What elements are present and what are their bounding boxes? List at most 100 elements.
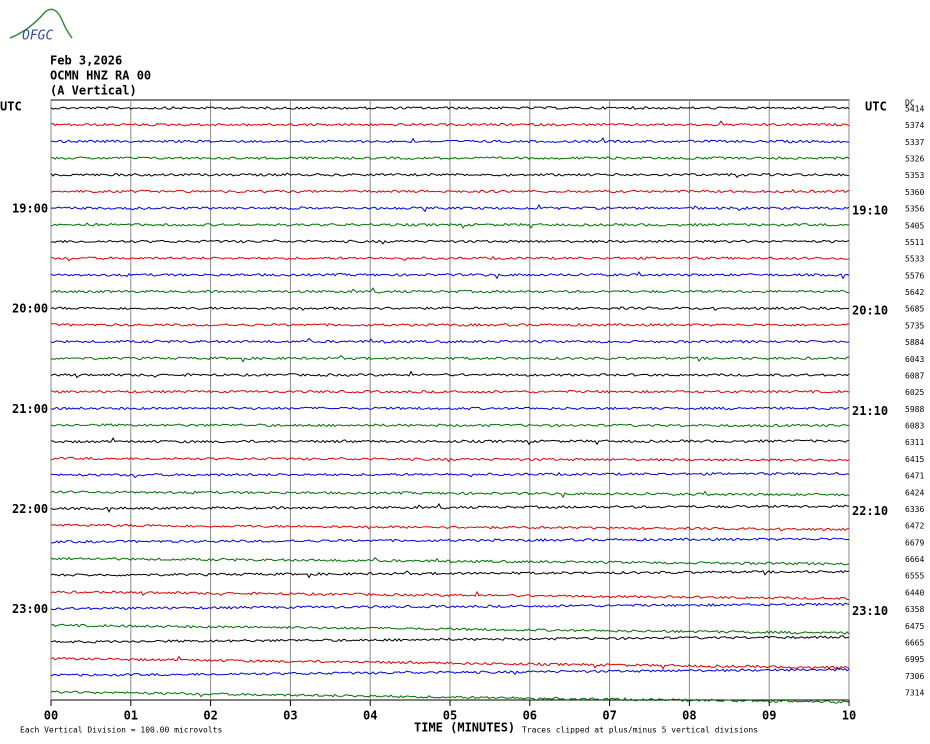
trace xyxy=(50,203,850,213)
title-line: OCMN HNZ RA 00 xyxy=(50,69,151,83)
trace xyxy=(50,271,850,280)
trace xyxy=(50,556,849,566)
dc-value: 6083 xyxy=(905,422,924,431)
dc-value: 5374 xyxy=(905,121,924,130)
x-tick-label: 00 xyxy=(44,709,58,723)
right-time-label: 21:10 xyxy=(852,404,888,418)
trace xyxy=(50,188,850,194)
trace xyxy=(50,590,850,601)
trace xyxy=(50,456,850,463)
dc-value: 6471 xyxy=(905,472,924,481)
trace xyxy=(50,423,850,428)
dc-value: 5356 xyxy=(905,205,924,214)
trace xyxy=(50,287,850,294)
trace xyxy=(50,623,850,635)
dc-value: 6472 xyxy=(905,522,924,531)
dc-value: 6336 xyxy=(905,505,924,514)
clip-note: Traces clipped at plus/minus 5 vertical … xyxy=(522,726,758,735)
dc-value: 5685 xyxy=(905,305,924,314)
x-tick-label: 08 xyxy=(682,709,696,723)
trace xyxy=(50,389,850,394)
x-tick-label: 02 xyxy=(203,709,217,723)
trace xyxy=(50,490,850,499)
trace xyxy=(50,120,850,127)
trace xyxy=(50,523,850,532)
dc-value: 5337 xyxy=(905,138,924,147)
trace xyxy=(50,105,850,110)
x-tick-label: 07 xyxy=(602,709,616,723)
dc-value: 5735 xyxy=(905,321,924,330)
trace xyxy=(51,471,850,479)
dc-value: 6475 xyxy=(905,622,924,631)
scale-note: Each Vertical Division = 100.00 microvol… xyxy=(20,726,222,735)
dc-value: 6555 xyxy=(905,572,924,581)
trace xyxy=(50,156,850,160)
left-time-label: 22:00 xyxy=(12,502,48,516)
dc-value: 5884 xyxy=(905,338,924,347)
trace xyxy=(50,370,850,379)
x-axis-label: TIME (MINUTES) xyxy=(414,721,515,735)
x-tick-label: 09 xyxy=(762,709,776,723)
dc-value: 6043 xyxy=(905,355,924,364)
left-time-label: 21:00 xyxy=(12,402,48,416)
trace xyxy=(50,337,850,344)
logo-curve xyxy=(9,8,73,39)
dc-value: 6358 xyxy=(905,605,924,614)
dc-value: 6664 xyxy=(905,555,924,564)
dc-value: 5405 xyxy=(905,221,924,230)
x-tick-label: 04 xyxy=(363,709,377,723)
trace xyxy=(50,569,850,579)
dc-value: 5642 xyxy=(905,288,924,297)
dc-value: 6995 xyxy=(905,655,924,664)
dc-value: 6665 xyxy=(905,638,924,647)
right-time-label: 23:10 xyxy=(852,604,888,618)
trace xyxy=(50,503,850,513)
right-header: UTC xyxy=(865,100,887,114)
right-time-label: 22:10 xyxy=(852,504,888,518)
dc-value: 6424 xyxy=(905,488,924,497)
trace xyxy=(50,322,850,327)
trace xyxy=(50,239,850,245)
right-time-label: 19:10 xyxy=(852,204,888,218)
trace xyxy=(50,306,850,311)
left-time-label: 20:00 xyxy=(12,302,48,316)
dc-value: 6087 xyxy=(905,371,924,380)
logo: OFGC xyxy=(22,29,53,44)
dc-value: 5414 xyxy=(905,105,924,114)
dc-value: 6025 xyxy=(905,388,924,397)
trace xyxy=(50,690,850,704)
dc-value: 7306 xyxy=(905,672,924,681)
trace xyxy=(50,255,850,262)
x-tick-label: 06 xyxy=(523,709,537,723)
trace xyxy=(50,406,850,411)
trace xyxy=(50,602,850,611)
trace xyxy=(50,667,850,677)
left-time-label: 19:00 xyxy=(12,202,48,216)
trace xyxy=(50,655,850,670)
dc-value: 6311 xyxy=(905,438,924,447)
dc-value: 6415 xyxy=(905,455,924,464)
x-tick-label: 03 xyxy=(283,709,297,723)
title-line: Feb 3,2026 xyxy=(50,54,122,68)
dc-value: 5360 xyxy=(905,188,924,197)
x-tick-label: 10 xyxy=(842,709,856,723)
dc-value: 5353 xyxy=(905,171,924,180)
x-tick-label: 01 xyxy=(124,709,138,723)
trace xyxy=(50,222,850,229)
x-tick-label: 05 xyxy=(443,709,457,723)
dc-value: 5533 xyxy=(905,255,924,264)
dc-value: 5511 xyxy=(905,238,924,247)
dc-value: 6679 xyxy=(905,538,924,547)
dc-value: 5576 xyxy=(905,271,924,280)
trace xyxy=(50,537,850,544)
left-time-label: 23:00 xyxy=(12,602,48,616)
trace xyxy=(50,355,850,363)
dc-value: 6440 xyxy=(905,588,924,597)
dc-header: DC xyxy=(905,99,915,108)
dc-value: 5326 xyxy=(905,155,924,164)
trace xyxy=(51,137,850,144)
right-time-label: 20:10 xyxy=(852,304,888,318)
left-header: UTC xyxy=(0,100,22,114)
dc-value: 7314 xyxy=(905,689,924,698)
